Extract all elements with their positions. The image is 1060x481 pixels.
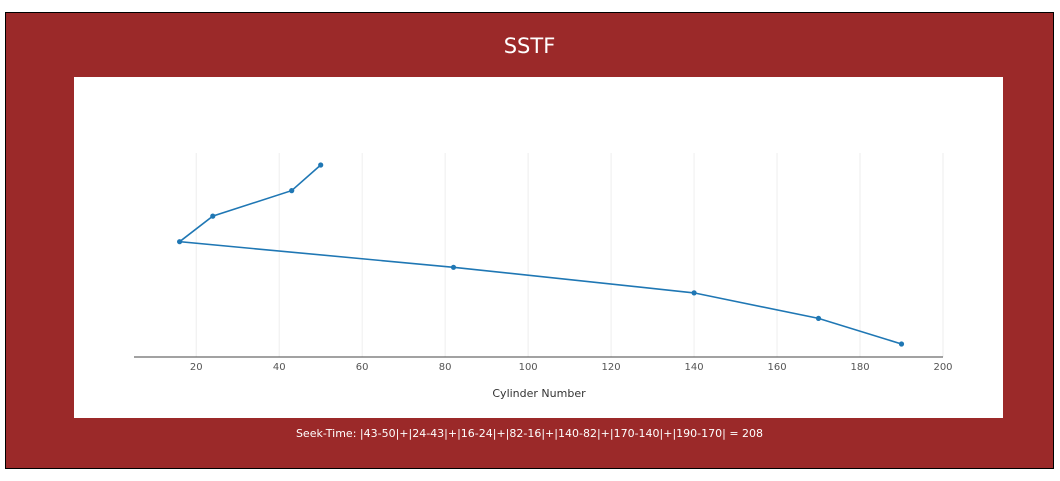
grid-lines [195, 153, 944, 357]
data-point[interactable] [898, 341, 905, 347]
plot-panel: 20 40 60 80 100 120 140 160 180 200 Cylinder Numb… [74, 77, 1003, 418]
x-tick-label: 140 [685, 362, 704, 373]
x-tick-label: 200 [933, 362, 952, 373]
chart-frame: SSTF 20 40 60 80 100 120 140 160 180 200 Cylinder… [5, 12, 1054, 469]
x-axis-label: Cylinder Number [492, 387, 586, 400]
x-axis-ticks: 20 40 60 80 100 120 140 160 180 200 [190, 362, 953, 373]
x-tick-label: 180 [850, 362, 869, 373]
x-tick-label: 20 [190, 362, 203, 373]
data-point[interactable] [289, 188, 295, 194]
x-tick-label: 100 [519, 362, 538, 373]
line-chart: 20 40 60 80 100 120 140 160 180 200 Cylinder Numb… [134, 153, 953, 400]
data-point[interactable] [450, 264, 457, 270]
x-tick-label: 120 [602, 362, 621, 373]
series-line [177, 164, 902, 345]
x-tick-label: 40 [273, 362, 286, 373]
data-point[interactable] [691, 290, 697, 296]
x-tick-label: 80 [439, 362, 452, 373]
series-seek-path [177, 162, 905, 347]
x-tick-label: 60 [356, 362, 369, 373]
data-point[interactable] [815, 315, 822, 321]
seek-time-text: Seek-Time: |43-50|+|24-43|+|16-24|+|82-1… [295, 427, 764, 440]
data-point[interactable] [210, 213, 216, 219]
data-point[interactable] [318, 162, 324, 168]
chart-title: SSTF [503, 34, 556, 58]
x-tick-label: 160 [768, 362, 787, 373]
data-point[interactable] [177, 239, 183, 245]
